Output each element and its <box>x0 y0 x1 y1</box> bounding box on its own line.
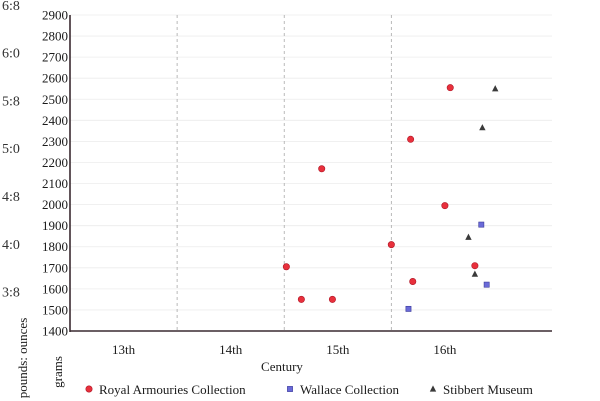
tick-labels: 1400 1500 1600 1700 1800 1900 2000 2100 2200 2300… <box>2 0 457 357</box>
x-tick-label: 13th <box>112 342 136 357</box>
y-tick-alt-label: 4:8 <box>2 190 20 205</box>
y-tick-label: 1500 <box>42 302 68 317</box>
legend-label-wallace-collection: Wallace Collection <box>300 382 399 397</box>
y-tick-label: 2800 <box>42 29 68 44</box>
legend-label-royal-armouries-collection: Royal Armouries Collection <box>99 382 246 397</box>
y-tick-alt-label: 5:0 <box>2 142 20 157</box>
y-tick-alt-label: 3:8 <box>2 285 20 300</box>
point-wallace-collection <box>405 305 412 312</box>
point-royal-armouries-collection <box>387 241 395 249</box>
point-stibbert-museum <box>479 124 486 131</box>
y-tick-alt-label: 6:8 <box>2 0 20 14</box>
point-royal-armouries-collection <box>446 84 454 92</box>
point-stibbert-museum <box>492 85 499 92</box>
point-royal-armouries-collection <box>407 135 415 143</box>
legend-marker-stibbert-museum <box>429 385 437 392</box>
point-wallace-collection <box>483 281 490 288</box>
point-royal-armouries-collection <box>297 295 305 303</box>
legend-label-stibbert-museum: Stibbert Museum <box>443 382 533 397</box>
y-tick-label: 1900 <box>42 218 68 233</box>
point-wallace-collection <box>478 221 485 228</box>
legend-marker-wallace-collection <box>287 386 293 392</box>
axes <box>69 15 552 332</box>
point-royal-armouries-collection <box>441 202 449 210</box>
point-royal-armouries-collection <box>409 277 417 285</box>
x-tick-label: 14th <box>219 342 243 357</box>
y-tick-label: 2200 <box>42 155 68 170</box>
point-royal-armouries-collection <box>282 263 290 271</box>
legend: Royal Armouries Collection Wallace Collec… <box>85 382 533 397</box>
y-tick-label: 1400 <box>42 324 68 339</box>
data-points <box>282 84 499 312</box>
y-tick-label: 2900 <box>42 8 68 23</box>
y-tick-label: 2400 <box>42 113 68 128</box>
point-royal-armouries-collection <box>318 165 326 173</box>
y-tick-label: 2600 <box>42 71 68 86</box>
legend-marker-royal-armouries-collection <box>85 385 93 393</box>
y-axis-alt-title: pounds: ounces <box>15 318 30 399</box>
x-tick-label: 15th <box>326 342 350 357</box>
y-tick-label: 1600 <box>42 281 68 296</box>
y-tick-label: 1800 <box>42 239 68 254</box>
point-stibbert-museum <box>471 270 479 277</box>
y-tick-label: 1700 <box>42 260 68 275</box>
y-tick-alt-label: 6:0 <box>2 46 20 61</box>
x-axis-title: Century <box>261 359 303 374</box>
x-tick-label: 16th <box>433 342 457 357</box>
point-royal-armouries-collection <box>328 295 336 303</box>
y-axis-title: grams <box>50 356 65 388</box>
y-tick-label: 2300 <box>42 134 68 149</box>
grid <box>70 14 552 331</box>
y-tick-alt-label: 5:8 <box>2 94 20 109</box>
y-tick-label: 2500 <box>42 92 68 107</box>
y-tick-label: 2000 <box>42 197 68 212</box>
point-royal-armouries-collection <box>471 262 479 270</box>
y-tick-label: 2700 <box>42 50 68 65</box>
y-tick-alt-label: 4:0 <box>2 238 20 253</box>
y-tick-label: 2100 <box>42 176 68 191</box>
point-stibbert-museum <box>465 233 472 240</box>
